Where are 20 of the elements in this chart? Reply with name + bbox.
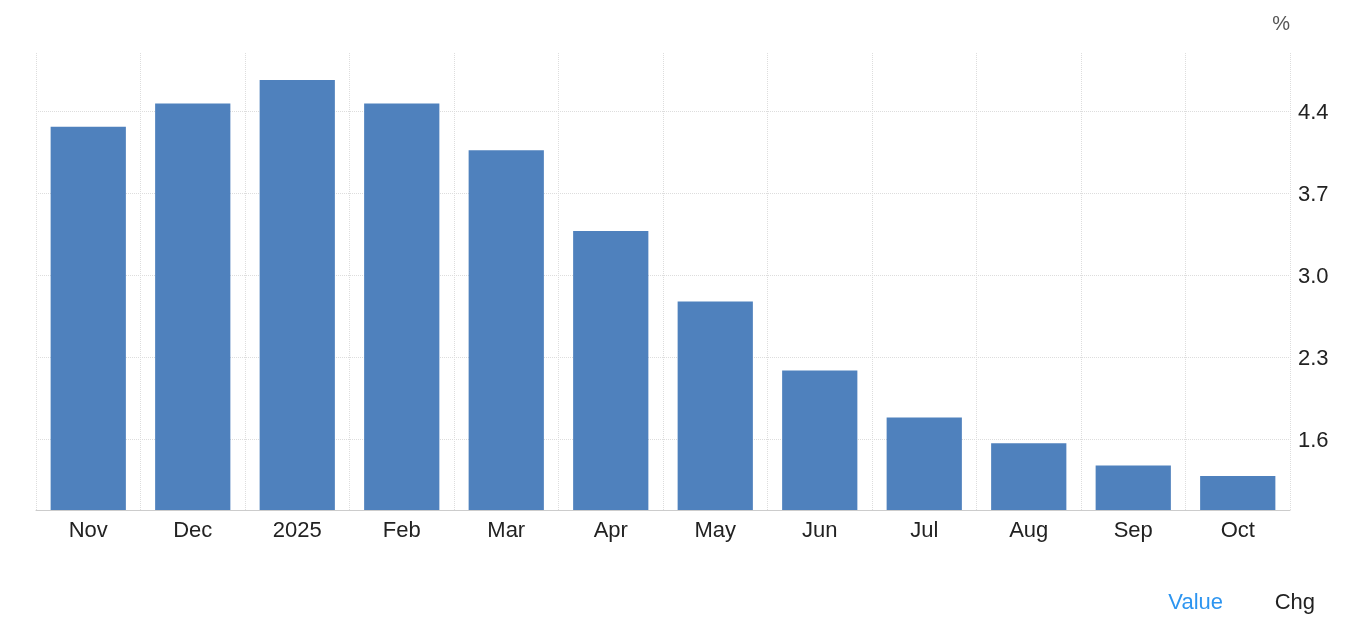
x-tick-label: Jul: [910, 516, 939, 542]
y-tick-label: 4.4: [1298, 99, 1329, 125]
x-tick-label: Aug: [1009, 516, 1049, 542]
x-tick-label: May: [694, 516, 737, 542]
y-axis-title: %: [1272, 12, 1291, 34]
x-tick-label: 2025: [272, 516, 322, 542]
text: Value: [1168, 588, 1224, 614]
y-tick-label: 2.3: [1298, 345, 1329, 371]
x-tick-label: Sep: [1113, 516, 1153, 542]
y-tick-label: 3.0: [1298, 263, 1329, 289]
x-tick-label: Mar: [487, 516, 526, 542]
x-tick-label: Dec: [173, 516, 213, 542]
text: Chg: [1274, 588, 1315, 614]
y-tick-label: 1.6: [1298, 427, 1329, 453]
x-tick-label: Nov: [68, 516, 108, 542]
x-tick-label: Apr: [593, 516, 628, 542]
x-tick-label: Feb: [382, 516, 421, 542]
x-tick-label: Oct: [1220, 516, 1255, 542]
y-tick-label: 3.7: [1298, 181, 1329, 207]
x-tick-label: Jun: [802, 516, 838, 542]
